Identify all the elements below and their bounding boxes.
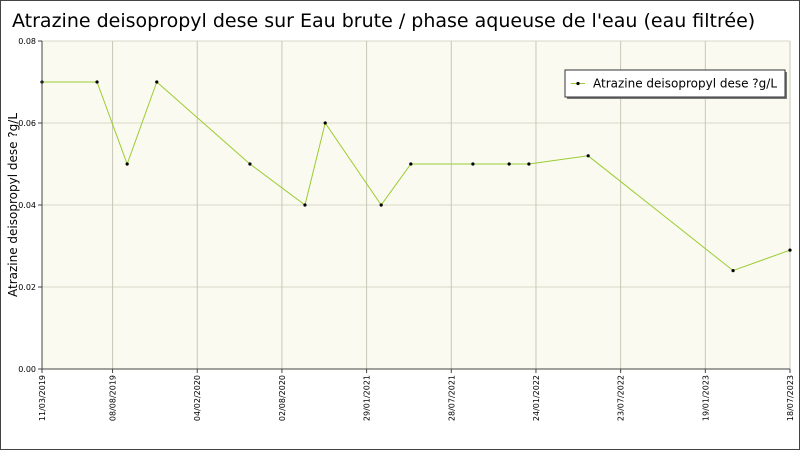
- point: [586, 154, 590, 158]
- y-tick-label: 0.00: [18, 365, 36, 374]
- point: [155, 80, 159, 84]
- point: [731, 269, 735, 273]
- y-tick-label: 0.02: [18, 283, 36, 292]
- x-tick-label: 28/07/2021: [447, 375, 456, 421]
- y-tick-label: 0.06: [18, 119, 36, 128]
- legend: [564, 69, 786, 98]
- point: [248, 162, 252, 166]
- point: [303, 203, 307, 207]
- x-tick-label: 23/07/2022: [617, 375, 626, 421]
- y-axis-label: Atrazine deisopropyl dese ?g/L: [6, 113, 20, 297]
- y-tick-label: 0.04: [18, 201, 36, 210]
- x-tick-label: 02/08/2020: [278, 375, 287, 421]
- x-tick-label: 19/01/2023: [701, 375, 710, 421]
- legend-marker: [576, 81, 580, 86]
- y-tick-label: 0.08: [18, 37, 36, 46]
- x-tick-label: 18/07/2023: [786, 375, 795, 421]
- legend-label: Atrazine deisopropyl dese ?g/L: [593, 77, 777, 91]
- x-tick-label: 11/03/2019: [38, 375, 47, 421]
- point: [409, 162, 413, 166]
- point: [507, 162, 511, 166]
- x-tick-label: 04/02/2020: [193, 375, 202, 421]
- point: [125, 162, 129, 166]
- point: [379, 203, 383, 207]
- point: [788, 248, 792, 252]
- x-tick-label: 08/08/2019: [109, 375, 118, 421]
- x-tick-label: 24/01/2022: [532, 375, 541, 421]
- chart-title: Atrazine deisopropyl dese sur Eau brute …: [12, 10, 755, 32]
- point: [95, 80, 99, 84]
- x-tick-label: 29/01/2021: [363, 375, 372, 421]
- point: [323, 121, 327, 125]
- point: [527, 162, 531, 166]
- point: [471, 162, 475, 166]
